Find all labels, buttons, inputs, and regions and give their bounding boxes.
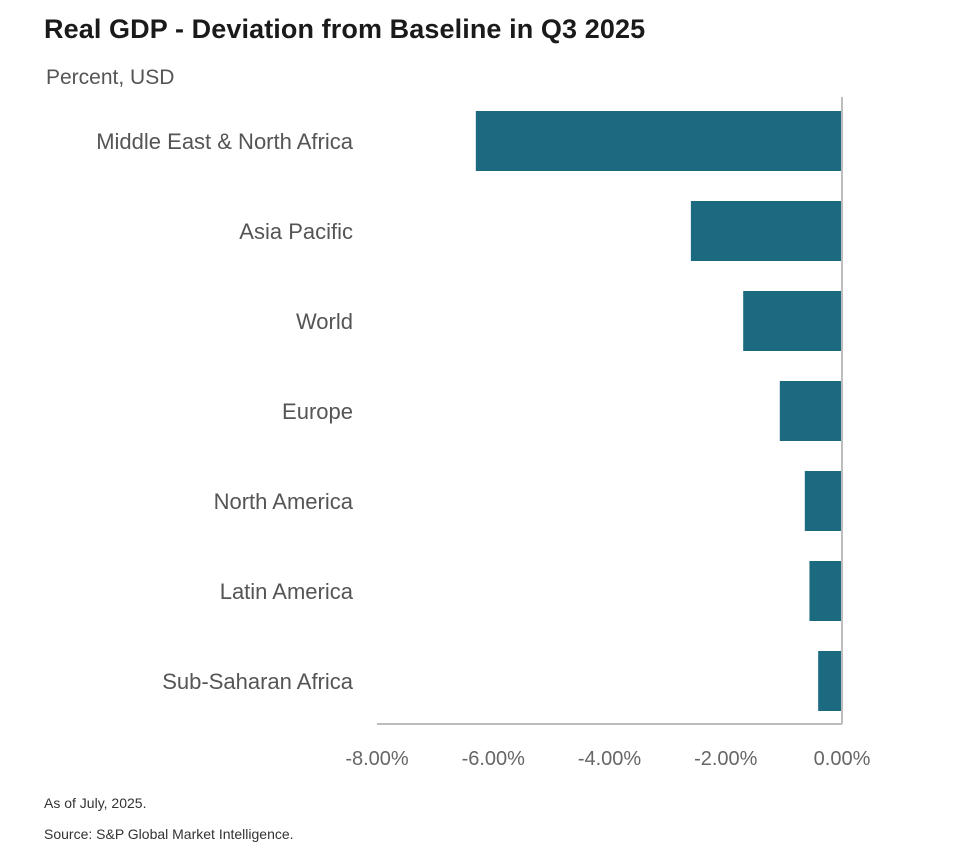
x-tick-label: 0.00%: [814, 748, 871, 770]
x-tick-label: -6.00%: [462, 748, 526, 770]
category-label: Asia Pacific: [239, 219, 353, 244]
bar-chart: Middle East & North Africa Asia Pacific Wo…: [96, 97, 871, 770]
category-label: Middle East & North Africa: [96, 129, 354, 154]
x-tick-label: -8.00%: [345, 748, 409, 770]
category-label: World: [296, 309, 353, 334]
bar: [743, 291, 842, 351]
x-tick-label: -2.00%: [694, 748, 758, 770]
chart-source: Source: S&P Global Market Intelligence.: [44, 826, 294, 842]
chart-subtitle: Percent, USD: [46, 66, 175, 89]
bar: [809, 561, 842, 621]
bar: [804, 471, 842, 531]
category-label: Latin America: [220, 579, 354, 604]
bar: [779, 381, 842, 441]
x-tick-label: -4.00%: [578, 748, 642, 770]
category-label: Sub-Saharan Africa: [162, 669, 354, 694]
chart-title: Real GDP - Deviation from Baseline in Q3…: [44, 14, 646, 44]
bar: [690, 201, 842, 261]
category-label: Europe: [282, 399, 353, 424]
bar: [475, 111, 842, 171]
category-label: North America: [214, 489, 354, 514]
chart-note: As of July, 2025.: [44, 795, 147, 811]
bar: [818, 651, 842, 711]
